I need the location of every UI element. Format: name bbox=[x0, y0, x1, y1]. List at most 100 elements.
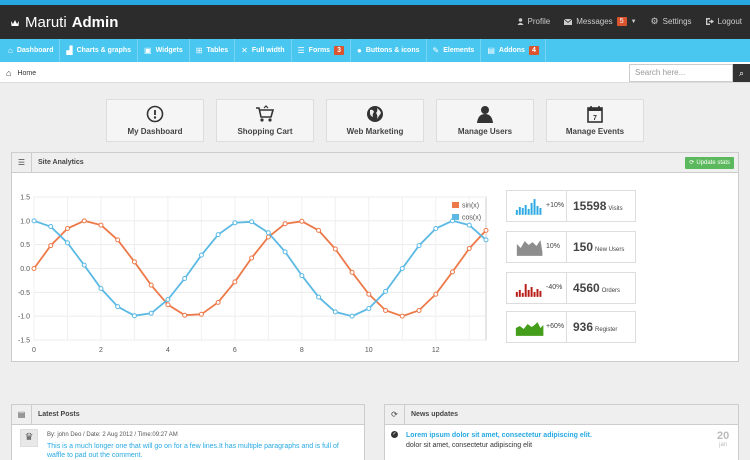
news-headline[interactable]: Lorem ipsum dolor sit amet, consectetur … bbox=[406, 432, 592, 439]
quick-action-shopping-cart[interactable]: Shopping Cart bbox=[216, 99, 314, 142]
file-icon: ▤ bbox=[487, 46, 495, 55]
quick-action-label: Manage Users bbox=[457, 127, 513, 136]
data-point-sin bbox=[299, 218, 305, 224]
quick-action-dashboard[interactable]: My Dashboard bbox=[106, 99, 204, 142]
search-button[interactable]: ⌕ bbox=[733, 64, 750, 82]
news-month: jan bbox=[719, 442, 728, 448]
data-point-sin bbox=[182, 312, 188, 318]
data-point-sin bbox=[215, 299, 221, 305]
data-point-cos bbox=[416, 243, 422, 249]
data-point-cos bbox=[332, 309, 338, 315]
panel-title: News updates bbox=[411, 411, 459, 418]
data-point-cos bbox=[182, 276, 188, 282]
nav-elements[interactable]: ✎ Elements bbox=[427, 39, 482, 62]
sparkline-register bbox=[515, 312, 567, 342]
messages-count-badge: 5 bbox=[616, 17, 627, 26]
messages-label: Messages bbox=[576, 17, 613, 26]
nav-forms[interactable]: ☰ Forms 3 bbox=[292, 39, 351, 62]
stat-change: -40% bbox=[546, 284, 563, 291]
nav-addons[interactable]: ▤ Addons 4 bbox=[481, 39, 546, 62]
quick-action-label: My Dashboard bbox=[127, 127, 183, 136]
data-point-cos bbox=[366, 306, 372, 312]
nav-label: Widgets bbox=[155, 47, 183, 54]
data-point-sin bbox=[48, 243, 54, 249]
nav-tables[interactable]: ⊞ Tables bbox=[190, 39, 236, 62]
tint-icon: ● bbox=[356, 46, 362, 55]
nav-widgets[interactable]: ▣ Widgets bbox=[138, 39, 190, 62]
data-point-cos bbox=[165, 296, 171, 302]
main-nav: ⌂ Dashboard ▟ Charts & graphs ▣ Widgets ⊞ Ta… bbox=[0, 39, 750, 62]
data-point-cos bbox=[483, 237, 489, 243]
logout-link[interactable]: Logout bbox=[705, 16, 742, 27]
nav-buttons-icons[interactable]: ● Buttons & icons bbox=[351, 39, 427, 62]
nav-charts[interactable]: ▟ Charts & graphs bbox=[60, 39, 139, 62]
data-point-cos bbox=[31, 218, 37, 224]
data-point-sin bbox=[165, 302, 171, 308]
brand-logo[interactable]: Maruti Admin bbox=[10, 14, 118, 31]
sparkline-visits bbox=[515, 191, 567, 221]
news-item: ✓ Lorem ipsum dolor sit amet, consectetu… bbox=[385, 425, 738, 460]
series-line-sin bbox=[33, 219, 487, 318]
stat-label: Orders bbox=[601, 288, 621, 294]
table-icon: ⊞ bbox=[195, 46, 203, 55]
data-point-sin bbox=[198, 311, 204, 317]
data-point-cos bbox=[115, 304, 121, 310]
quick-action-web-marketing[interactable]: Web Marketing bbox=[326, 99, 424, 142]
x-tick-label: 10 bbox=[365, 347, 373, 354]
data-point-cos bbox=[383, 288, 389, 294]
data-point-sin bbox=[249, 255, 255, 261]
stat-change: +10% bbox=[546, 202, 565, 209]
y-tick-label: -1.0 bbox=[18, 314, 30, 321]
profile-link[interactable]: Profile bbox=[516, 16, 550, 27]
y-tick-label: -0.5 bbox=[18, 290, 30, 297]
logout-label: Logout bbox=[717, 17, 742, 26]
nav-dashboard[interactable]: ⌂ Dashboard bbox=[2, 39, 61, 62]
bar-chart-icon: ▟ bbox=[66, 46, 73, 55]
quick-action-manage-events[interactable]: 7 Manage Events bbox=[546, 99, 644, 142]
panel-header: ⟳ News updates bbox=[385, 405, 738, 425]
search-input[interactable]: Search here... bbox=[629, 64, 733, 82]
calendar-icon: 7 bbox=[587, 106, 603, 123]
pencil-icon: ✎ bbox=[432, 46, 440, 55]
data-point-cos bbox=[148, 310, 154, 316]
data-point-sin bbox=[332, 246, 338, 252]
data-point-sin bbox=[450, 269, 456, 275]
quick-action-label: Web Marketing bbox=[346, 127, 404, 136]
nav-full-width[interactable]: ✕ Full width bbox=[235, 39, 292, 62]
stat-value: 150 New Users bbox=[573, 240, 624, 254]
breadcrumb-bar: ⌂ Home Search here... ⌕ bbox=[0, 62, 750, 83]
data-point-sin bbox=[282, 221, 288, 227]
settings-link[interactable]: ⚙ Settings bbox=[651, 16, 692, 27]
messages-link[interactable]: Messages 5 ▼ bbox=[564, 16, 637, 27]
legend-label: cos(x) bbox=[462, 215, 481, 222]
home-icon: ⌂ bbox=[6, 68, 12, 78]
nav-label: Tables bbox=[206, 47, 229, 54]
nav-label: Elements bbox=[443, 47, 475, 54]
y-tick-label: 0.0 bbox=[20, 266, 30, 273]
legend-label: sin(x) bbox=[462, 203, 479, 210]
crown-icon bbox=[11, 19, 19, 26]
stat-card-register: +60% 936 Register bbox=[506, 311, 636, 343]
x-tick-label: 8 bbox=[300, 347, 304, 354]
avatar: ♛ bbox=[20, 429, 38, 447]
stat-number: 4560 bbox=[573, 281, 600, 295]
stat-label: Visits bbox=[608, 206, 623, 212]
post-text[interactable]: This is a much longer one that will go o… bbox=[47, 443, 339, 459]
data-point-cos bbox=[64, 240, 70, 246]
nav-label: Forms bbox=[308, 47, 331, 54]
y-tick-label: -1.5 bbox=[18, 338, 30, 345]
resize-icon: ✕ bbox=[241, 46, 248, 55]
refresh-icon: ⟳ bbox=[385, 405, 405, 424]
nav-label: Addons bbox=[498, 47, 525, 54]
breadcrumb-home: Home bbox=[17, 69, 37, 77]
stat-card-new-users: 10% 150 New Users bbox=[506, 231, 636, 263]
stat-number: 15598 bbox=[573, 199, 607, 213]
stat-change: +60% bbox=[546, 323, 565, 330]
panel-title: Latest Posts bbox=[38, 411, 80, 418]
breadcrumb[interactable]: ⌂ Home bbox=[6, 68, 36, 78]
update-stats-button[interactable]: ⟳ Update stats bbox=[685, 157, 734, 169]
quick-action-manage-users[interactable]: Manage Users bbox=[436, 99, 534, 142]
data-point-cos bbox=[282, 249, 288, 255]
x-tick-label: 2 bbox=[99, 347, 103, 354]
stat-label: New Users bbox=[595, 247, 625, 253]
